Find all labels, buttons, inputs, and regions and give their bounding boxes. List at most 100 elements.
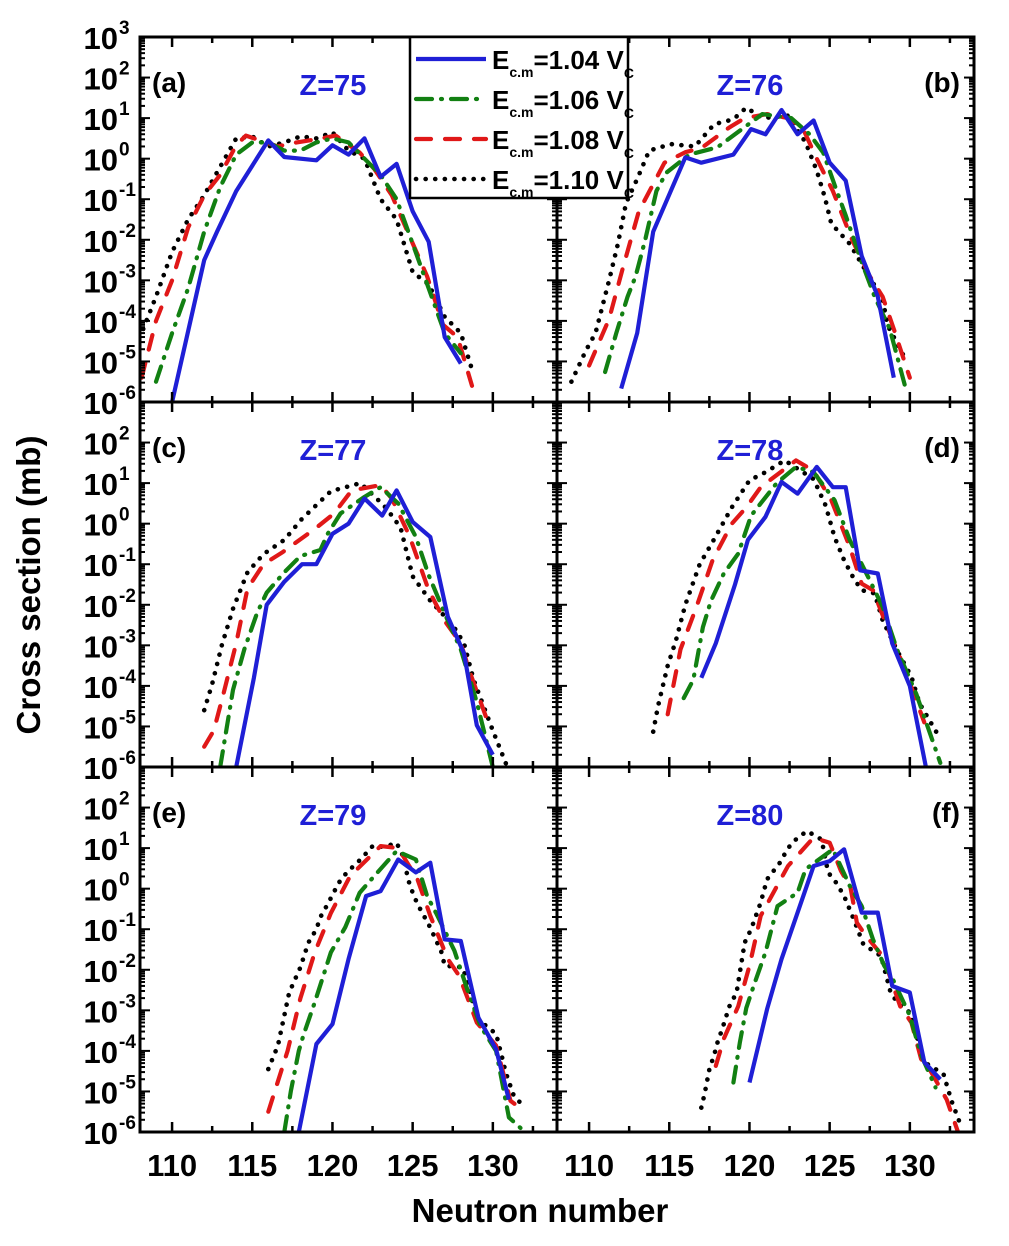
legend: Ec.m=1.04 VC Ec.m=1.06 VC Ec.m=1.08 VC Ec.m… [408, 35, 634, 201]
series-line-1.06v [153, 136, 463, 384]
series-line-1.08v [140, 133, 475, 388]
y-tick-exponent: -6 [119, 383, 136, 404]
series-group [140, 130, 475, 402]
y-tick-label: 10 [84, 994, 118, 1029]
series-group [569, 105, 912, 394]
panel-title: Z=79 [300, 800, 367, 832]
x-tick-label: 125 [387, 1148, 439, 1183]
series-line-1.08v [665, 458, 927, 725]
panel-title: Z=78 [717, 435, 784, 467]
y-tick-label: 10 [84, 62, 118, 97]
legend-entry: Ec.m=1.06 VC [413, 85, 634, 121]
panel-d: (d) Z=78 [555, 400, 976, 769]
series-line-1.10v [650, 458, 940, 736]
legend-entry: Ec.m=1.04 VC [416, 45, 634, 81]
panel-tag: (a) [152, 67, 186, 98]
y-tick-exponent: -6 [119, 748, 136, 769]
y-tick-exponent: 2 [119, 789, 130, 810]
y-tick-label: 10 [84, 183, 118, 218]
y-tick-label: 10 [84, 427, 118, 462]
y-tick-label: 10 [84, 710, 118, 745]
x-tick-label: 125 [804, 1148, 856, 1183]
x-tick-label: 130 [467, 1148, 519, 1183]
legend-label: Ec.m=1.06 VC [492, 85, 634, 121]
y-tick-exponent: 3 [119, 18, 130, 39]
y-tick-label: 10 [84, 102, 118, 137]
y-tick-label: 10 [84, 264, 118, 299]
series-line-1.08v [266, 844, 527, 1114]
panel-tag: (b) [924, 67, 960, 98]
y-tick-exponent: -1 [119, 545, 136, 566]
y-tick-label: 10 [84, 670, 118, 705]
series-group [201, 480, 510, 767]
panel-title: Z=80 [717, 800, 784, 832]
y-tick-label: 10 [84, 1116, 118, 1151]
y-tick-exponent: -4 [119, 1032, 136, 1053]
x-tick-label: 115 [644, 1148, 694, 1183]
y-tick-exponent: -5 [119, 1072, 136, 1093]
y-tick-label: 10 [84, 21, 118, 56]
panel-title: Z=76 [717, 70, 784, 102]
y-tick-exponent: -3 [119, 626, 136, 647]
x-tick-label: 115 [227, 1148, 277, 1183]
y-tick-exponent: -4 [119, 667, 136, 688]
y-tick-label: 10 [84, 143, 118, 178]
y-tick-exponent: -3 [119, 261, 136, 282]
legend-entry: Ec.m=1.08 VC [413, 125, 634, 161]
series-line-1.06v [218, 485, 495, 767]
y-tick-label: 10 [84, 954, 118, 989]
y-tick-exponent: 0 [119, 140, 130, 161]
y-tick-exponent: 2 [119, 424, 130, 445]
y-tick-exponent: 2 [119, 59, 130, 80]
y-tick-label: 10 [84, 913, 118, 948]
series-group [266, 840, 528, 1132]
y-tick-exponent: 0 [119, 870, 130, 891]
y-tick-label: 10 [84, 345, 118, 380]
panel-b: (b) Z=76 [555, 35, 976, 404]
panel-tag: (e) [152, 797, 186, 828]
legend-label: Ec.m=1.08 VC [492, 125, 634, 161]
y-tick-label: 10 [84, 305, 118, 340]
y-tick-label: 10 [84, 224, 118, 259]
panel-tag: (d) [924, 432, 960, 463]
y-tick-exponent: -3 [119, 991, 136, 1012]
panel-f: 110 115 120 125 130 (f) Z=80 [555, 765, 976, 1183]
y-tick-label: 10 [84, 548, 118, 583]
x-tick-label: 110 [564, 1148, 614, 1183]
series-line-1.04v [296, 857, 511, 1132]
y-tick-exponent: -1 [119, 180, 136, 201]
y-tick-exponent: 0 [119, 505, 130, 526]
y-tick-exponent: -5 [119, 707, 136, 728]
series-line-1.04v [699, 464, 928, 767]
series-line-1.04v [234, 488, 495, 767]
y-tick-label: 10 [84, 832, 118, 867]
series-line-1.08v [713, 835, 961, 1132]
series-line-1.04v [170, 136, 463, 402]
y-tick-label: 10 [84, 467, 118, 502]
series-line-1.06v [282, 848, 527, 1132]
y-tick-exponent: -1 [119, 910, 136, 931]
series-line-1.10v [569, 105, 909, 384]
series-line-1.10v [201, 480, 510, 767]
legend-box [408, 35, 630, 200]
y-axis-label: Cross section (mb) [10, 436, 47, 735]
y-tick-label: 10 [84, 751, 118, 786]
legend-entry: Ec.m=1.10 VC [413, 165, 634, 201]
x-tick-label: 120 [724, 1148, 776, 1183]
series-group [699, 828, 962, 1132]
x-axis-label: Neutron number [412, 1192, 669, 1229]
y-tick-label: 10 [84, 1075, 118, 1110]
y-tick-exponent: 1 [119, 464, 130, 485]
series-line-1.06v [681, 464, 943, 765]
y-tick-label: 10 [84, 629, 118, 664]
series-line-1.06v [731, 847, 938, 1090]
legend-label: Ec.m=1.10 VC [492, 165, 634, 201]
y-tick-exponent: -2 [119, 951, 136, 972]
y-tick-exponent: -4 [119, 302, 136, 323]
panel-tag: (c) [152, 432, 186, 463]
x-tick-label: 110 [147, 1148, 197, 1183]
panel-tag: (f) [932, 797, 960, 828]
